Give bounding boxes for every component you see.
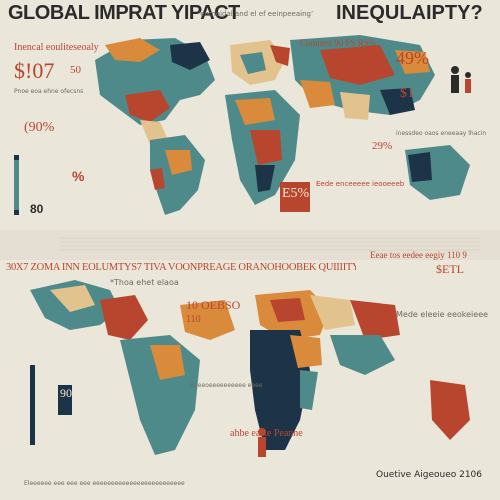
north-africa-region: [235, 98, 275, 125]
top-left-caption: Pnoe eoa ehne ofecsns: [14, 88, 84, 95]
top-right-caption: inessdeo oaos eneeaay lhacin: [396, 130, 487, 137]
bottom-middle-east: [330, 335, 395, 375]
bottom-north-africa: [290, 335, 322, 368]
mid-band-sub-caption: *Thoa ehet elaoa: [110, 278, 179, 287]
middle-east-region: [300, 80, 335, 108]
top-left-heading: Inencal eouliteseoaly: [14, 42, 99, 53]
center-box-caption: Eede enceeeee ieooeeeb: [316, 180, 405, 188]
center-box-label: E5%: [282, 186, 310, 201]
bottom-center-stat: 10 OEBSO: [186, 298, 241, 312]
bottom-world-map: [30, 280, 470, 455]
canada-north-region: [105, 38, 160, 62]
bottom-left-bar-block: [58, 385, 72, 415]
bottom-center-caption: Beeeoeeeeeeeeee eeee: [190, 382, 263, 389]
southeast-asia-region: [380, 88, 415, 115]
central-europe-region: [240, 52, 266, 74]
top-left-indicator-fill: [14, 160, 19, 210]
people-figures-icon: [258, 66, 471, 457]
west-australia-region: [408, 152, 432, 182]
russia-china-region: [320, 45, 395, 85]
east-europe-region: [270, 45, 290, 66]
bottom-left-indicator-bar: [30, 365, 35, 445]
south-america-region: [150, 135, 205, 215]
andes-region: [150, 168, 165, 190]
bottom-brazil: [150, 345, 185, 380]
divider-lines: [60, 237, 480, 251]
greenland-region: [170, 42, 210, 70]
top-left-bottom-pct: %: [72, 168, 85, 184]
bottom-left-label: 90: [60, 386, 72, 400]
top-left-bottom-num: 80: [30, 202, 44, 216]
mid-band-right-caption: Eeae tos eedee eegiy 110 9: [370, 250, 467, 260]
far-east-region: [395, 50, 430, 74]
mid-band-right-stat: $ETL: [436, 262, 464, 276]
bottom-mid-num: 110: [186, 314, 201, 325]
top-right-big-stat: 49%: [396, 48, 429, 68]
india-region: [340, 92, 370, 120]
top-left-sub-stat: 50: [70, 64, 81, 76]
bottom-oceania: [430, 380, 470, 440]
footer-left: Eleeeeee eee eee eee eeeeeeeeeeeeeeeeeee…: [24, 480, 185, 487]
central-africa-region: [250, 130, 282, 165]
top-right-heading: Comnesi 90 FS RS%: [300, 38, 377, 48]
top-right-pct: 29%: [372, 140, 393, 152]
bottom-russia: [350, 300, 400, 340]
bottom-africa: [250, 330, 310, 450]
bottom-west-europe: [270, 298, 305, 322]
center-stat-box: [280, 182, 310, 212]
bottom-atlantic-region: [180, 300, 235, 340]
south-africa-region: [255, 165, 275, 192]
bottom-red-caption: ahbe eaRe Peanne: [230, 428, 303, 439]
title-right: INEQULAIPTY?: [336, 2, 483, 24]
top-left-big-stat: $!07: [14, 58, 55, 83]
top-left-pct: (90%: [24, 120, 55, 135]
mid-band-headline: 30X7 ZOMA INN EOLUMTYS7 TIVA VOONPREAGE …: [6, 262, 356, 273]
bottom-east-europe: [310, 295, 355, 330]
bottom-east-africa: [300, 370, 318, 410]
top-right-stat2: $1: [400, 86, 414, 101]
title-mid: ‘enmoidal and el ef eeinpeeaing’: [198, 10, 314, 18]
usa-region: [125, 90, 170, 122]
bottom-canada: [50, 285, 95, 312]
brazil-region: [165, 150, 192, 175]
bottom-usa: [100, 295, 148, 340]
top-world-map: [95, 35, 470, 215]
bottom-right-caption: Mede eleeie eeokeieee: [396, 310, 489, 319]
footer-right: Ouetive Aigeoueo 2106: [376, 470, 483, 480]
divider-band: [0, 230, 500, 260]
title-left: GLOBAL IMPRAT YIPACT: [8, 2, 240, 24]
